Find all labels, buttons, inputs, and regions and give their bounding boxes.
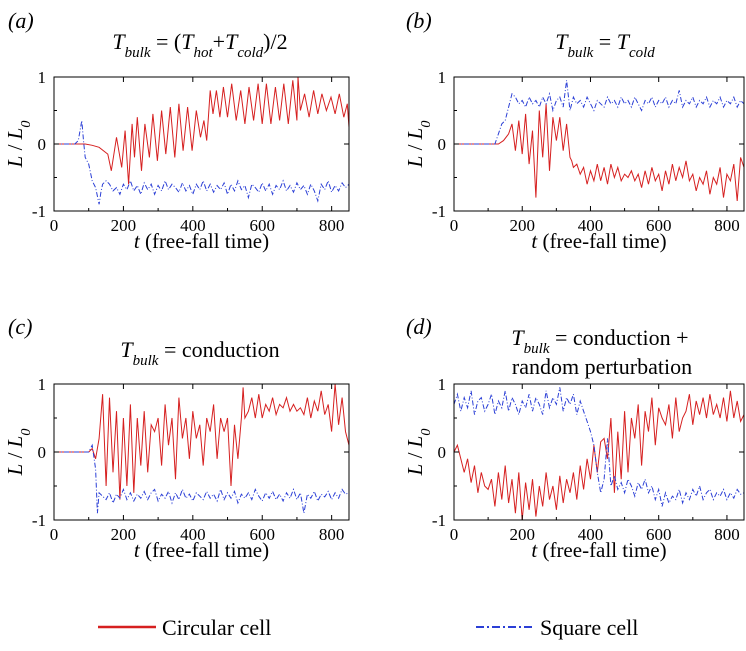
y-axis-label-run-3: 0 [419,121,434,128]
panel-title: Tbulk = conduction [120,337,279,369]
series-line-circular [54,77,349,184]
legend-label-circular: Circular cell [162,615,271,640]
y-tick-label: 1 [38,68,47,87]
x-axis-label-text: (free-fall time) [537,538,666,562]
x-tick-label: 800 [714,216,740,235]
y-axis-label-run-3: 0 [19,121,34,128]
x-tick-label: 0 [50,216,59,235]
panel-label: (d) [406,314,432,339]
x-axis-label: t (free-fall time) [531,538,666,562]
x-axis-label: t (free-fall time) [134,538,269,562]
panel-title-run-4: cold [629,45,655,61]
series-line-circular [54,384,349,500]
x-tick-label: 200 [111,216,137,235]
panel-label: (c) [8,314,32,339]
x-axis-label-text: (free-fall time) [537,229,666,253]
y-axis-label-run-1: / [3,447,27,463]
y-tick-label: 1 [438,68,447,87]
x-tick-label: 0 [450,216,459,235]
y-axis-label: L / L0 [3,429,34,477]
panel-title-run-4: hot [193,45,213,61]
x-tick-label: 0 [50,525,59,544]
y-axis-label-run-2: L [403,128,427,141]
y-axis-label-run-0: L [403,464,427,477]
panel-title-run-1: bulk [133,353,159,369]
y-tick-label: 1 [38,375,47,394]
x-tick-label: 800 [319,525,345,544]
panel-label: (b) [406,8,432,33]
series-line-square [54,445,349,513]
y-axis-label-run-1: / [403,447,427,463]
legend-label-square: Square cell [540,615,638,640]
panel-title-run-7: cold [237,45,263,61]
y-tick-label: -1 [32,202,46,221]
x-tick-label: 200 [111,525,137,544]
y-axis-label-run-0: L [3,464,27,477]
y-axis-label-run-2: L [3,436,27,449]
series-line-square [454,387,744,506]
y-axis-label-run-1: / [3,139,27,155]
y-tick-label: -1 [32,511,46,530]
panel-title-run-8: )/2 [263,29,287,54]
panel-title-run-1: bulk [567,45,593,61]
x-tick-label: 800 [319,216,345,235]
panel-title-run-2: = conduction [158,337,279,362]
y-tick-label: 0 [38,135,47,154]
y-tick-label: 0 [438,135,447,154]
series-line-circular [454,104,744,201]
panel-title: Tbulk = (Thot+Tcold)/2 [112,29,287,61]
y-axis-label-run-3: 0 [419,429,434,436]
panel-title-line2: random perturbation [512,354,692,379]
y-axis-label-run-2: L [3,128,27,141]
y-tick-label: -1 [432,511,446,530]
series-line-square [454,80,744,144]
panel-title-run-2: = conduction + [550,325,689,350]
panel-title: Tbulk = conduction + [511,325,688,357]
y-axis-label-run-3: 0 [19,429,34,436]
x-axis-label-text: (free-fall time) [140,229,269,253]
x-tick-label: 800 [714,525,740,544]
x-axis-label-text: (free-fall time) [140,538,269,562]
y-axis-label-run-0: L [3,156,27,169]
panel-title-run-1: bulk [125,45,151,61]
legend: Circular cell Square cell [98,615,638,640]
y-tick-label: 0 [438,443,447,462]
y-axis-label-run-0: L [403,156,427,169]
y-tick-label: -1 [432,202,446,221]
panel-title-run-2: = ( [150,29,181,54]
y-axis-label: L / L0 [3,121,34,169]
y-axis-label-run-1: / [403,139,427,155]
x-tick-label: 0 [450,525,459,544]
y-axis-label: L / L0 [403,429,434,477]
panel-title-run-2: = [593,29,616,54]
panel-title-line2-run-0: random perturbation [512,354,692,379]
panel-label: (a) [8,8,34,33]
y-axis-label-run-2: L [403,436,427,449]
y-axis-label: L / L0 [403,121,434,169]
x-axis-label: t (free-fall time) [134,229,269,253]
y-tick-label: 0 [38,443,47,462]
series-line-circular [454,391,744,520]
x-axis-label: t (free-fall time) [531,229,666,253]
y-tick-label: 1 [438,375,447,394]
panel-title: Tbulk = Tcold [555,29,655,61]
plot-frame [454,384,744,520]
panel-title-run-5: + [213,29,225,54]
